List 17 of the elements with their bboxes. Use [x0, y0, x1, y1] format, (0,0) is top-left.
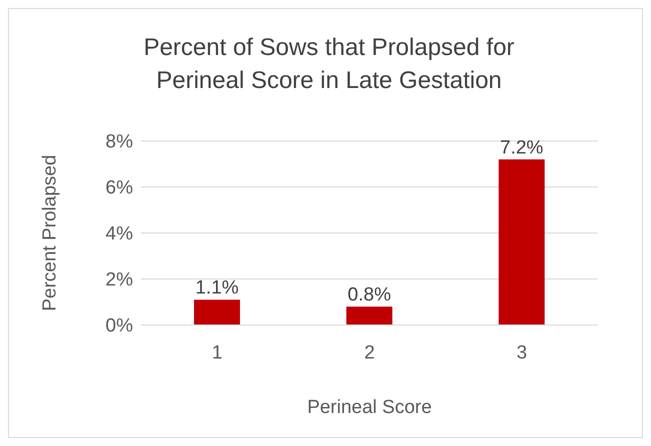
x-tick-label: 3: [516, 342, 528, 364]
bar: [194, 300, 240, 325]
y-tick-label: 0%: [106, 316, 134, 337]
y-axis-title: Percent Prolapsed: [40, 154, 61, 312]
bar: [498, 159, 545, 325]
data-label: 0.8%: [348, 284, 392, 306]
data-label: 1.1%: [195, 278, 239, 299]
y-tick-label: 4%: [106, 224, 134, 245]
y-tick-label: 2%: [106, 270, 134, 291]
x-tick-label: 1: [212, 342, 222, 364]
chart-title: Percent of Sows that Prolapsed for Perineal Score in Late Gestation: [142, 33, 516, 96]
data-label: 7.2%: [500, 137, 544, 158]
y-tick-label: 6%: [106, 178, 134, 199]
y-tick-label: 8%: [106, 132, 134, 153]
x-tick-label: 2: [364, 342, 375, 364]
x-axis-title: Perineal Score: [307, 397, 432, 418]
bar: [346, 306, 392, 325]
